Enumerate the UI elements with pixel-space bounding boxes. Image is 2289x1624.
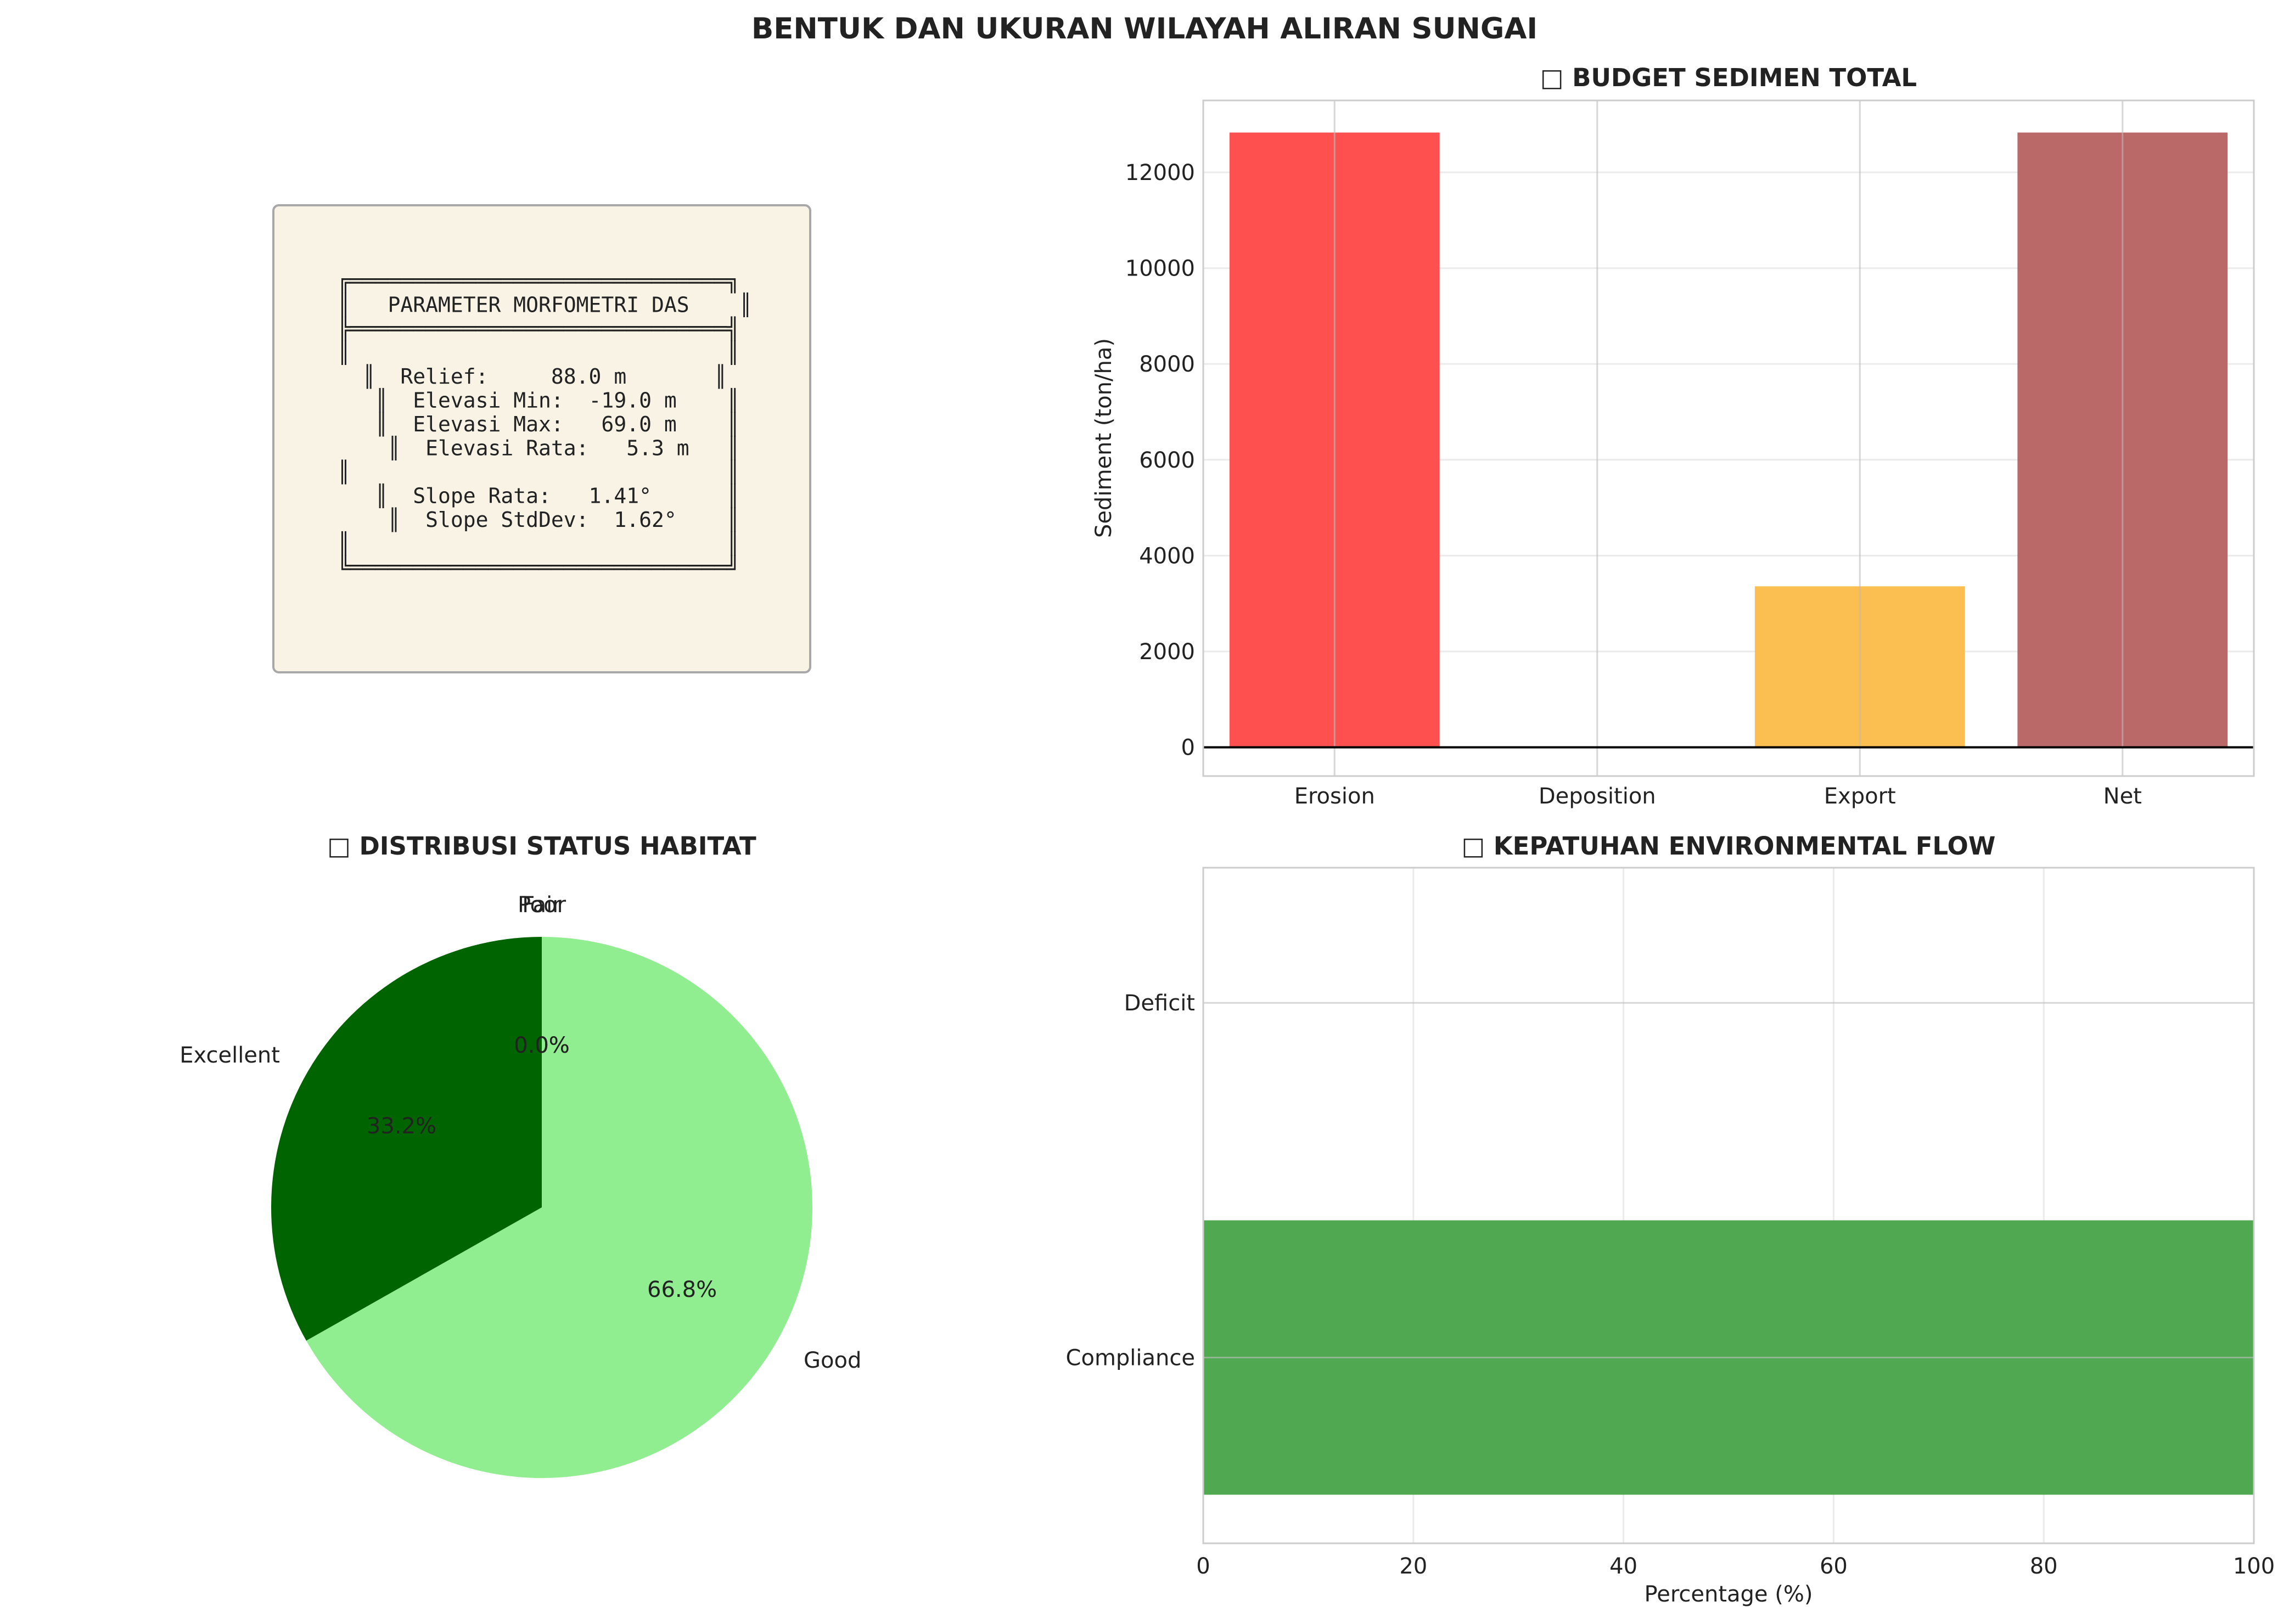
eflow-xtick-label: 60 — [1820, 1554, 1848, 1579]
info-line: ║ Relief: 88.0 m ║ — [338, 364, 727, 389]
eflow-xtick-label: 20 — [1399, 1554, 1427, 1579]
eflow-ytick-label: Deficit — [1124, 991, 1195, 1016]
info-line: ║ ║ — [338, 340, 739, 366]
sediment-ytick-label: 10000 — [1125, 256, 1195, 282]
info-line: ║ Slope StdDev: 1.62° ║ — [338, 507, 739, 532]
pie-slice — [306, 937, 813, 1478]
info-line: ║ ║ — [338, 531, 739, 557]
eflow-chart: □ KEPATUHAN ENVIRONMENTAL FLOW 0 20 40 60 80… — [1066, 831, 2275, 1607]
pie-label: Good — [804, 1348, 861, 1373]
sediment-ytick-label: 12000 — [1125, 160, 1195, 186]
sediment-ytick-label: 6000 — [1139, 448, 1195, 473]
sediment-ytick-label: 8000 — [1139, 352, 1195, 377]
sediment-ytick-label: 4000 — [1139, 543, 1195, 569]
eflow-ytick-label: Compliance — [1066, 1345, 1195, 1370]
info-line: ║ Slope Rata: 1.41° ║ — [338, 484, 739, 509]
pie-label: Excellent — [179, 1043, 280, 1068]
pie-label: Poor — [518, 892, 566, 918]
pie-label: Fair — [522, 892, 562, 918]
info-line: ║ Elevasi Min: -19.0 m ║ — [338, 388, 739, 413]
info-line: ╚══════════════════════════════╝ — [338, 555, 739, 580]
sediment-ylabel: Sediment (ton/ha) — [1091, 338, 1117, 538]
eflow-xtick-label: 100 — [2233, 1554, 2275, 1579]
sediment-plot-frame — [1202, 99, 2255, 777]
habitat-chart-title: □ DISTRIBUSI STATUS HABITAT — [327, 831, 756, 861]
sediment-xtick-label: Erosion — [1294, 784, 1375, 809]
eflow-xlabel: Percentage (%) — [1645, 1582, 1813, 1607]
pie-pct-label: 33.2% — [367, 1114, 436, 1139]
figure-title: BENTUK DAN UKURAN WILAYAH ALIRAN SUNGAI — [751, 12, 1538, 46]
pie-slice — [271, 937, 542, 1341]
info-line: ║ ║ — [338, 459, 739, 485]
eflow-xtick-label: 40 — [1609, 1554, 1637, 1579]
info-box — [272, 204, 811, 673]
sediment-xtick-label: Export — [1824, 784, 1896, 809]
sediment-ytick-label: 0 — [1181, 735, 1195, 761]
info-panel: ╔══════════════════════════════╗║ PARAME… — [272, 204, 811, 673]
eflow-plot-frame — [1202, 867, 2255, 1544]
eflow-xtick-label: 80 — [2030, 1554, 2058, 1579]
pie-pct-label: 0.0% — [514, 1033, 570, 1058]
sediment-chart: □ BUDGET SEDIMEN TOTAL 0 2000 4000 6000 8000… — [1091, 63, 2255, 809]
eflow-chart-title: □ KEPATUHAN ENVIRONMENTAL FLOW — [1462, 831, 1996, 861]
pie-pct-label: 66.8% — [647, 1277, 717, 1302]
sediment-xtick-label: Deposition — [1539, 784, 1656, 809]
eflow-xtick-label: 0 — [1196, 1554, 1210, 1579]
info-line: ╔══════════════════════════════╗ — [338, 269, 739, 294]
habitat-chart: □ DISTRIBUSI STATUS HABITAT Excellent 33.… — [179, 831, 861, 1478]
info-line: ║ Elevasi Max: 69.0 m ║ — [338, 412, 739, 437]
info-line: ╠══════════════════════════════╣ — [338, 316, 739, 341]
sediment-chart-title: □ BUDGET SEDIMEN TOTAL — [1540, 63, 1917, 92]
info-line: ║ Elevasi Rata: 5.3 m ║ — [338, 436, 739, 461]
pie-pct-label: 0.0% — [514, 1033, 570, 1058]
sediment-ytick-label: 2000 — [1139, 639, 1195, 665]
sediment-xtick-label: Net — [2103, 784, 2142, 809]
info-line: ║ PARAMETER MORFOMETRI DAS ║ — [338, 293, 752, 318]
